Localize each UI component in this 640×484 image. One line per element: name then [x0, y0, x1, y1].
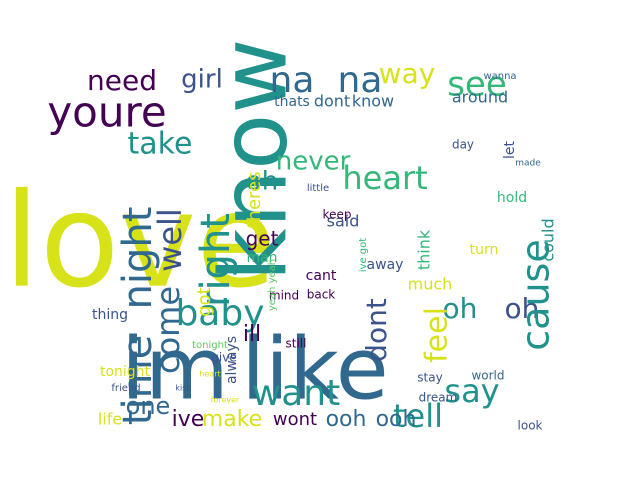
cloud-word: made: [515, 159, 541, 169]
cloud-word: tonight: [100, 364, 151, 380]
cloud-word: time: [115, 335, 161, 425]
cloud-word: take: [128, 127, 193, 162]
cloud-word: na: [270, 60, 315, 101]
cloud-word: make: [202, 407, 262, 432]
cloud-word: tell: [393, 397, 443, 435]
cloud-word: around: [452, 88, 508, 107]
cloud-word: life: [98, 410, 122, 429]
cloud-word: oh: [443, 292, 478, 325]
cloud-word: dont: [360, 298, 393, 362]
cloud-word: forever: [211, 396, 240, 405]
cloud-word: hold: [497, 190, 527, 206]
cloud-word: ooh: [376, 407, 417, 432]
cloud-word: like: [241, 319, 388, 419]
cloud-word: na: [338, 60, 383, 101]
cloud-word: ive got: [358, 238, 369, 272]
cloud-word: heart: [342, 159, 427, 197]
cloud-word: much: [408, 275, 453, 294]
cloud-word: little: [307, 183, 329, 194]
cloud-word: stay: [417, 371, 442, 385]
cloud-word: wanna: [483, 71, 516, 82]
cloud-word: back: [307, 288, 336, 302]
cloud-word: think: [415, 229, 434, 270]
cloud-word: see: [447, 65, 507, 105]
cloud-word: dont: [314, 92, 350, 111]
cloud-word: mind: [269, 289, 299, 303]
cloud-word: got: [194, 287, 215, 317]
cloud-word: keep: [323, 208, 352, 222]
cloud-word: away: [367, 257, 404, 273]
cloud-word: dream: [419, 391, 458, 405]
cloud-word: girl: [181, 65, 223, 95]
cloud-word: ive: [172, 407, 205, 432]
cloud-word: want: [252, 373, 340, 414]
cloud-word: always: [224, 336, 240, 384]
cloud-word: well: [151, 208, 189, 272]
cloud-word: get: [246, 227, 279, 251]
cloud-word: let: [502, 140, 518, 159]
cloud-word: world: [471, 369, 504, 383]
cloud-word: night: [115, 207, 161, 310]
cloud-word: ill: [243, 322, 261, 347]
cloud-word: give: [211, 351, 236, 365]
cloud-word: know: [352, 92, 394, 111]
cloud-word: turn: [470, 242, 499, 258]
cloud-word: could: [539, 218, 558, 261]
cloud-word: say: [444, 372, 499, 410]
cloud-word: youre: [47, 88, 166, 137]
cloud-word: wont: [273, 409, 317, 430]
cloud-word: cause: [514, 239, 558, 350]
cloud-word: right: [193, 213, 239, 307]
cloud-word: thing: [92, 307, 128, 323]
cloud-word: heart: [199, 370, 220, 379]
cloud-word: tonight: [192, 340, 228, 351]
cloud-word: know: [200, 38, 307, 281]
cloud-word: love: [4, 165, 277, 317]
cloud-word: day: [452, 138, 474, 152]
cloud-word: kiss: [175, 384, 190, 393]
cloud-word: cant: [306, 268, 337, 284]
cloud-word: man: [246, 250, 277, 266]
cloud-word: come: [149, 286, 187, 374]
cloud-word: oh: [505, 292, 540, 325]
cloud-word: theres: [244, 172, 265, 229]
cloud-word: one: [126, 392, 171, 420]
cloud-word: way: [379, 57, 436, 90]
cloud-word: thats: [274, 94, 310, 110]
cloud-word: still: [286, 337, 307, 351]
cloud-word: im: [121, 319, 229, 419]
cloud-word: never: [276, 147, 351, 177]
cloud-word: oh: [246, 167, 278, 197]
cloud-word: look: [518, 419, 543, 433]
cloud-word: ooh: [326, 407, 367, 432]
cloud-word: friend: [111, 383, 140, 394]
cloud-word: feel: [420, 307, 455, 363]
cloud-word: yeah yeah: [267, 259, 278, 311]
cloud-word: baby: [175, 293, 264, 334]
cloud-word: need: [87, 64, 157, 97]
cloud-word: said: [327, 212, 360, 231]
